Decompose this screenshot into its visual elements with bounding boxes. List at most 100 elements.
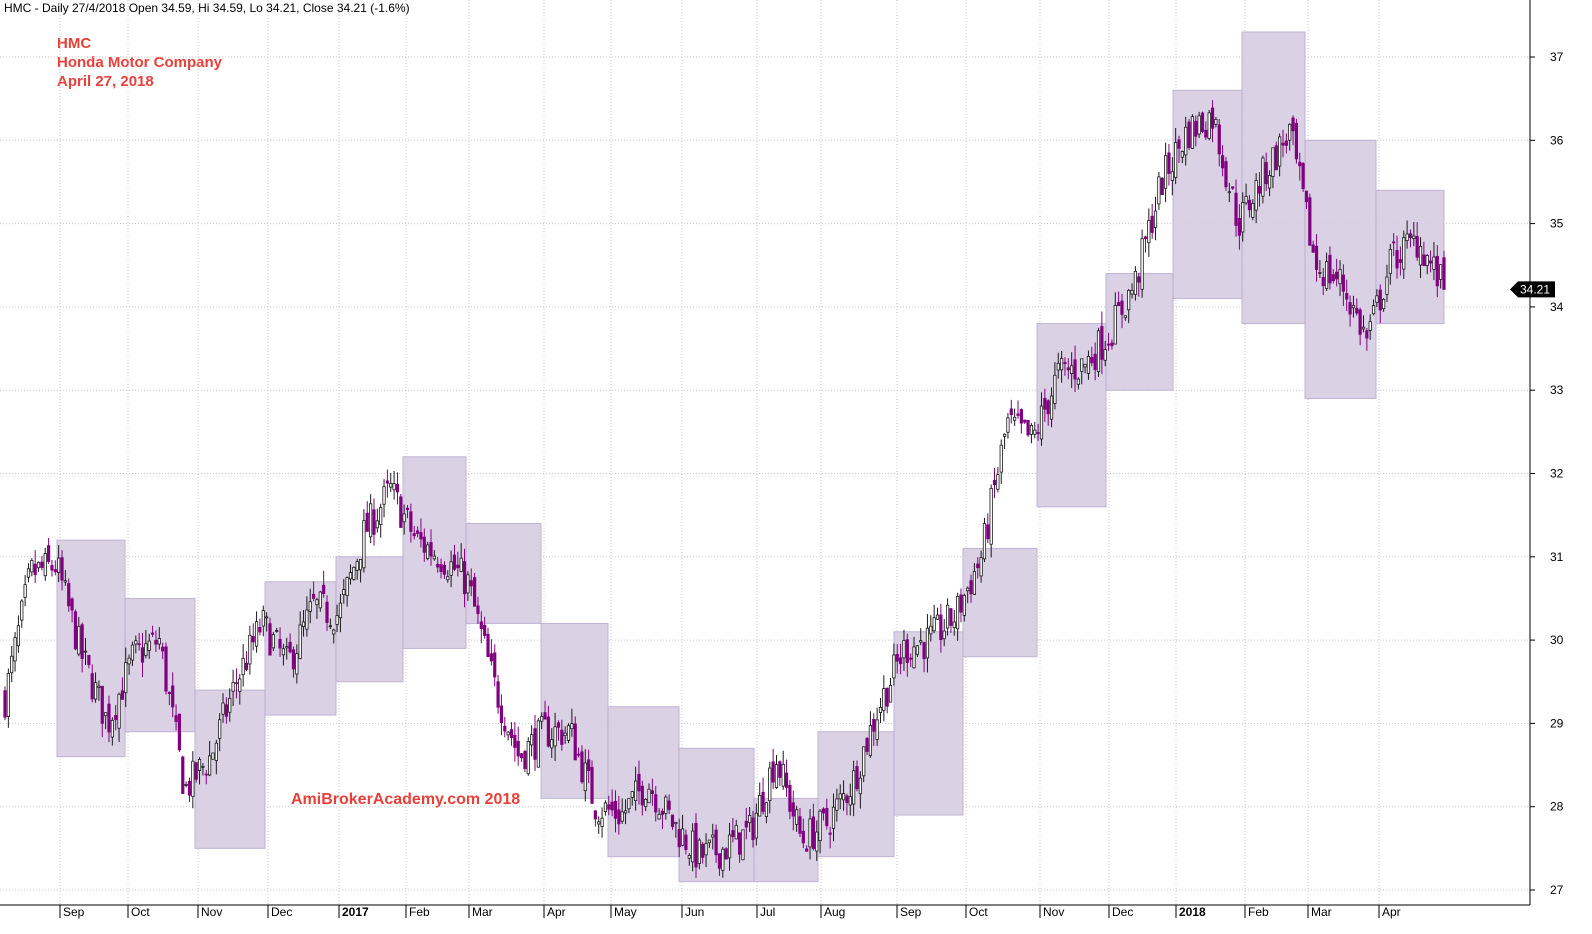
candle-body — [1371, 305, 1376, 315]
candle-body — [778, 761, 782, 778]
candle-body — [67, 583, 71, 607]
candle-body — [1002, 433, 1007, 437]
candle-body — [486, 633, 490, 658]
candle-body — [1267, 175, 1272, 189]
monthly-range-box — [124, 597, 196, 733]
candle-body — [328, 625, 332, 628]
candle-body — [201, 765, 205, 768]
candle-body — [737, 832, 742, 855]
candle-body — [489, 653, 493, 662]
x-tick-label: Feb — [1248, 905, 1269, 919]
candle-body — [821, 808, 826, 814]
candle-body — [1284, 140, 1288, 146]
candle-body — [1257, 186, 1262, 194]
candle-body — [774, 764, 779, 788]
candle-body — [687, 855, 691, 859]
candle-body — [449, 561, 453, 576]
candle-body — [1361, 326, 1366, 330]
candle-body — [1093, 353, 1097, 371]
candle-body — [959, 594, 963, 613]
candle-body — [1174, 142, 1178, 178]
candle-body — [20, 600, 24, 621]
candle-body — [811, 816, 815, 849]
candle-body — [1358, 309, 1362, 335]
candle-body — [278, 639, 282, 649]
x-tick-label: Sep — [900, 905, 922, 919]
candle-body — [87, 654, 91, 665]
candle-body — [835, 798, 839, 811]
candle-body — [758, 795, 762, 817]
candle-body — [405, 507, 410, 511]
candle-body — [788, 784, 792, 812]
candle-body — [895, 653, 899, 662]
candle-body — [808, 818, 812, 848]
candle-body — [727, 834, 732, 859]
x-tick-label: Apr — [547, 905, 566, 919]
candle-body — [248, 634, 252, 665]
candle-body — [707, 839, 712, 844]
candle-body — [1398, 259, 1402, 263]
y-tick-label: 28 — [1550, 800, 1564, 814]
x-tick-labels: Sep Oct Nov Dec 2017 Feb Mar Apr May Jun Jul Aug Sep… — [59, 905, 1401, 919]
candle-body — [724, 848, 728, 860]
candle-body — [801, 830, 805, 844]
candle-body — [399, 496, 403, 528]
candle-body — [952, 621, 956, 629]
candle-body — [1066, 367, 1070, 371]
candle-body — [1412, 235, 1416, 239]
candle-body — [419, 532, 423, 540]
candle-body — [697, 839, 701, 864]
candle-body — [1123, 315, 1127, 319]
candle-body — [868, 725, 873, 756]
candle-body — [90, 673, 94, 700]
candle-body — [298, 624, 302, 659]
candle-body — [1127, 290, 1131, 311]
candle-body — [265, 616, 269, 619]
candle-body — [40, 561, 44, 568]
candle-body — [369, 503, 373, 538]
candle-body — [536, 720, 540, 768]
candle-body — [100, 685, 104, 724]
candle-body — [714, 829, 718, 856]
candle-body — [177, 713, 182, 751]
candle-body — [667, 800, 671, 810]
candle-body — [234, 682, 239, 685]
candle-body — [1308, 197, 1312, 246]
candle-body — [560, 729, 564, 745]
candle-body — [1221, 155, 1225, 169]
candle-body — [1036, 432, 1040, 434]
candle-body — [1049, 395, 1054, 420]
candle-body — [610, 801, 614, 811]
candle-body — [144, 643, 148, 656]
candle-body — [1120, 300, 1124, 315]
candle-body — [892, 654, 896, 679]
monthly-range-box — [1241, 31, 1306, 325]
monthly-range-box — [817, 731, 895, 858]
candle-body — [1140, 238, 1144, 290]
candle-body — [1110, 342, 1114, 347]
candle-body — [1029, 425, 1034, 435]
candle-body — [436, 563, 440, 568]
x-tick-label: Aug — [824, 905, 845, 919]
candle-body — [647, 788, 651, 804]
candle-body — [83, 650, 88, 653]
candle-body — [130, 644, 135, 661]
last-price-tag: 34.21 — [1510, 281, 1555, 298]
candle-body — [717, 853, 722, 869]
candle-body — [13, 637, 17, 662]
candle-body — [36, 561, 41, 569]
candle-body — [150, 632, 155, 635]
candle-body — [208, 755, 212, 776]
candle-body — [1023, 419, 1027, 423]
candle-body — [1039, 405, 1044, 440]
candle-body — [1113, 305, 1117, 345]
candle-body — [761, 791, 765, 812]
candle-body — [1338, 269, 1342, 285]
y-tick-label: 27 — [1550, 883, 1564, 897]
candle-body — [825, 808, 829, 827]
candle-body — [818, 810, 822, 841]
candle-body — [402, 513, 406, 523]
candle-body — [1180, 151, 1184, 158]
candle-body — [670, 814, 675, 827]
candle-body — [1063, 362, 1067, 364]
